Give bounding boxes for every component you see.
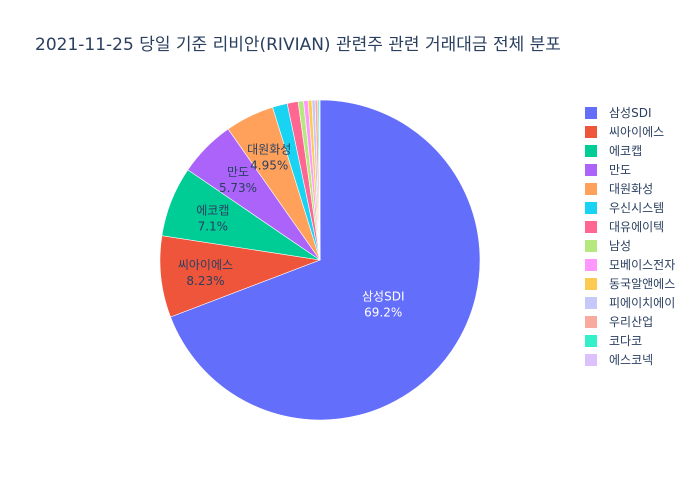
slice-label-name-3: 에코캡 (196, 204, 229, 218)
legend-item-4[interactable]: 만도 (585, 163, 631, 177)
slice-label-name-2: 씨아이에스 (178, 258, 233, 272)
legend-label: 피에이치에이 (609, 296, 675, 310)
slice-label-value-4: 5.73% (219, 181, 257, 195)
legend-label: 우리산업 (609, 315, 653, 329)
slice-label-value-1: 69.2% (364, 306, 402, 320)
legend-label: 삼성SDI (609, 106, 651, 120)
legend-item-3[interactable]: 에코캡 (585, 144, 642, 158)
legend-swatch (585, 240, 597, 252)
legend-label: 에코캡 (609, 144, 642, 158)
legend-swatch (585, 145, 597, 157)
legend: 삼성SDI 씨아이에스에코캡만도대원화성우신시스템대유에이텍남성모베이스전자동국알… (585, 106, 675, 367)
legend-swatch (585, 278, 597, 290)
pie-slice-1 (170, 99, 481, 421)
legend-item-14[interactable]: 에스코넥 (585, 353, 653, 367)
legend-swatch (585, 107, 597, 119)
legend-label: 남성 (609, 239, 631, 253)
legend-label: 대유에이텍 (609, 220, 664, 234)
legend-item-13[interactable]: 코다코 (585, 334, 642, 348)
legend-label: 씨아이에스 (609, 125, 664, 139)
legend-swatch (585, 297, 597, 309)
legend-swatch (585, 164, 597, 176)
legend-item-6[interactable]: 우신시스템 (585, 201, 664, 215)
legend-swatch (585, 259, 597, 271)
legend-label: 에스코넥 (609, 353, 653, 367)
legend-swatch (585, 221, 597, 233)
legend-item-2[interactable]: 씨아이에스 (585, 125, 664, 139)
pie-slice-14 (318, 99, 321, 261)
legend-label: 코다코 (609, 334, 642, 348)
legend-item-1[interactable]: 삼성SDI (585, 106, 651, 120)
legend-label: 대원화성 (609, 182, 653, 196)
legend-label: 모베이스전자 (609, 258, 675, 272)
slice-label-value-5: 4.95% (250, 159, 288, 173)
legend-item-12[interactable]: 우리산업 (585, 315, 653, 329)
chart-title: 2021-11-25 당일 기준 리비안(RIVIAN) 관련주 관련 거래대금… (35, 35, 561, 55)
legend-swatch (585, 126, 597, 138)
legend-item-11[interactable]: 피에이치에이 (585, 296, 675, 310)
legend-item-7[interactable]: 대유에이텍 (585, 220, 664, 234)
legend-swatch (585, 316, 597, 328)
legend-swatch (585, 354, 597, 366)
legend-item-10[interactable]: 동국알앤에스 (585, 277, 675, 291)
slice-label-name-4: 만도 (227, 165, 249, 179)
legend-swatch (585, 183, 597, 195)
slice-label-name-5: 대원화성 (247, 143, 291, 157)
legend-swatch (585, 202, 597, 214)
slice-labels: 삼성SDI 69.2% 씨아이에스 8.23% 에코캡 7.1% 만도 5.73% 대원화성 4.… (178, 143, 405, 320)
legend-swatch (585, 335, 597, 347)
legend-label: 만도 (609, 163, 631, 177)
legend-item-8[interactable]: 남성 (585, 239, 631, 253)
pie-slices (159, 99, 481, 421)
legend-item-5[interactable]: 대원화성 (585, 182, 653, 196)
slice-label-value-3: 7.1% (198, 220, 229, 234)
legend-label: 동국알앤에스 (609, 277, 675, 291)
legend-label: 우신시스템 (609, 201, 664, 215)
slice-label-name-1: 삼성SDI (362, 290, 404, 304)
slice-label-value-2: 8.23% (186, 274, 224, 288)
legend-item-9[interactable]: 모베이스전자 (585, 258, 675, 272)
